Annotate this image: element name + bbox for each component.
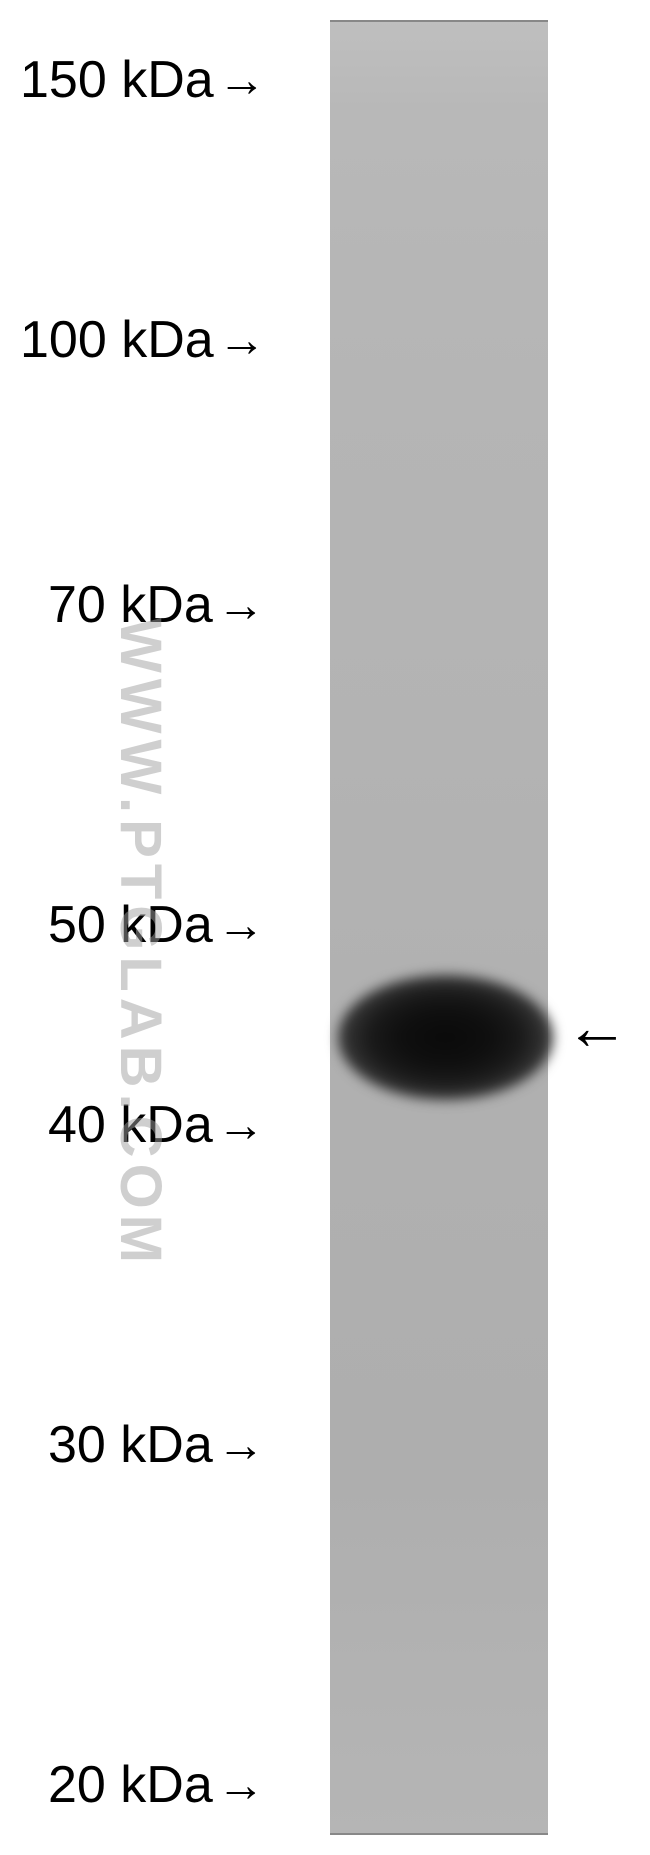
marker-arrow-icon: → <box>217 578 265 633</box>
marker-label-text: 30 kDa <box>48 1415 213 1475</box>
marker-label-text: 150 kDa <box>20 50 214 110</box>
lane-bottom-edge <box>330 1833 548 1835</box>
marker-label-text: 20 kDa <box>48 1755 213 1815</box>
western-blot-image: 150 kDa → 100 kDa → 70 kDa → 50 kDa → 40… <box>0 0 650 1855</box>
marker-label-text: 100 kDa <box>20 310 214 370</box>
marker-arrow-icon: → <box>217 1758 265 1813</box>
marker-arrow-icon: → <box>218 313 266 368</box>
protein-band <box>338 975 553 1100</box>
marker-arrow-icon: → <box>217 1418 265 1473</box>
marker-100kda: 100 kDa → <box>20 310 266 370</box>
marker-20kda: 20 kDa → <box>48 1755 265 1815</box>
marker-arrow-icon: → <box>217 898 265 953</box>
marker-30kda: 30 kDa → <box>48 1415 265 1475</box>
lane-top-edge <box>330 20 548 22</box>
marker-150kda: 150 kDa → <box>20 50 266 110</box>
marker-arrow-icon: → <box>217 1098 265 1153</box>
gel-lane <box>330 20 548 1835</box>
watermark-text: WWW.PTGLAB.COM <box>107 618 174 1269</box>
marker-arrow-icon: → <box>218 53 266 108</box>
band-indicator-arrow: ← <box>565 990 629 1064</box>
